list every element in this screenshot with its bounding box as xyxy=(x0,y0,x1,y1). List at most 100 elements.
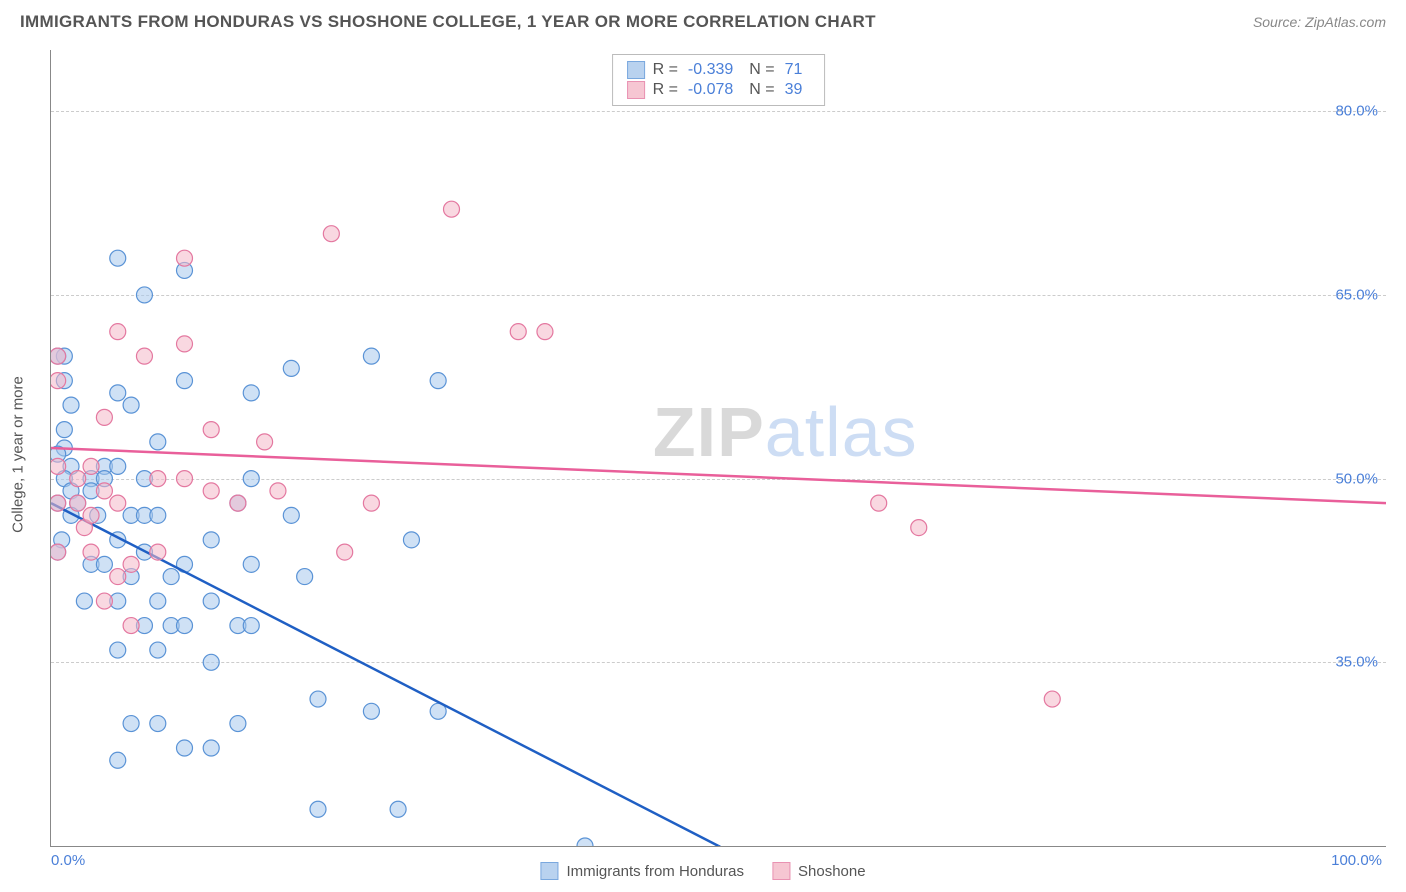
data-point-honduras xyxy=(430,373,446,389)
data-point-honduras xyxy=(203,532,219,548)
source-credit: Source: ZipAtlas.com xyxy=(1253,14,1386,30)
data-point-honduras xyxy=(123,397,139,413)
legend-label-honduras: Immigrants from Honduras xyxy=(566,863,744,880)
data-point-honduras xyxy=(577,838,593,846)
data-point-shoshone xyxy=(270,483,286,499)
legend-stats-box: R =-0.339N =71R =-0.078N =39 xyxy=(612,54,826,106)
legend-item-shoshone[interactable]: Shoshone xyxy=(772,862,866,880)
data-point-shoshone xyxy=(444,201,460,217)
data-point-shoshone xyxy=(110,324,126,340)
data-point-shoshone xyxy=(363,495,379,511)
data-point-shoshone xyxy=(337,544,353,560)
data-point-shoshone xyxy=(203,483,219,499)
data-point-honduras xyxy=(150,642,166,658)
legend-r-label: R = xyxy=(653,81,678,99)
data-point-honduras xyxy=(243,385,259,401)
data-point-honduras xyxy=(230,716,246,732)
legend-n-value-shoshone: 39 xyxy=(785,81,803,99)
legend-n-value-honduras: 71 xyxy=(785,61,803,79)
data-point-shoshone xyxy=(871,495,887,511)
source-prefix: Source: xyxy=(1253,14,1305,30)
source-link[interactable]: ZipAtlas.com xyxy=(1305,14,1386,30)
data-point-shoshone xyxy=(123,556,139,572)
data-point-shoshone xyxy=(257,434,273,450)
legend-stat-row-honduras: R = -0.339 N = 71 xyxy=(627,61,811,79)
data-point-honduras xyxy=(403,532,419,548)
legend-n-label: N = xyxy=(749,61,774,79)
legend-swatch-honduras xyxy=(627,61,645,79)
data-point-shoshone xyxy=(51,373,66,389)
data-point-honduras xyxy=(110,642,126,658)
data-point-shoshone xyxy=(230,495,246,511)
data-point-honduras xyxy=(203,740,219,756)
data-point-honduras xyxy=(177,740,193,756)
data-point-honduras xyxy=(203,654,219,670)
data-point-honduras xyxy=(310,691,326,707)
data-point-shoshone xyxy=(911,520,927,536)
chart-plot-area: R =-0.339N =71R =-0.078N =39 ZIPatlas 35… xyxy=(50,50,1386,847)
legend-swatch-shoshone xyxy=(627,81,645,99)
data-point-honduras xyxy=(177,618,193,634)
legend-item-honduras[interactable]: Immigrants from Honduras xyxy=(540,862,744,880)
data-point-honduras xyxy=(123,716,139,732)
data-point-shoshone xyxy=(136,348,152,364)
data-point-shoshone xyxy=(51,544,66,560)
legend-r-value-shoshone: -0.078 xyxy=(688,81,733,99)
data-point-shoshone xyxy=(537,324,553,340)
chart-title: IMMIGRANTS FROM HONDURAS VS SHOSHONE COL… xyxy=(20,12,876,32)
legend-series: Immigrants from Honduras Shoshone xyxy=(540,862,865,880)
data-point-honduras xyxy=(110,458,126,474)
data-point-honduras xyxy=(110,752,126,768)
data-point-honduras xyxy=(63,397,79,413)
data-point-honduras xyxy=(150,593,166,609)
x-tick-label: 0.0% xyxy=(51,852,85,869)
data-point-shoshone xyxy=(70,471,86,487)
data-point-honduras xyxy=(283,507,299,523)
legend-swatch-shoshone xyxy=(772,862,790,880)
data-point-honduras xyxy=(110,250,126,266)
data-point-shoshone xyxy=(70,495,86,511)
legend-r-value-honduras: -0.339 xyxy=(688,61,733,79)
data-point-honduras xyxy=(110,385,126,401)
data-point-shoshone xyxy=(51,348,66,364)
data-point-honduras xyxy=(297,569,313,585)
data-point-shoshone xyxy=(96,593,112,609)
data-point-honduras xyxy=(203,593,219,609)
data-point-shoshone xyxy=(203,422,219,438)
data-point-shoshone xyxy=(323,226,339,242)
data-point-honduras xyxy=(363,703,379,719)
data-point-shoshone xyxy=(510,324,526,340)
data-point-honduras xyxy=(243,556,259,572)
x-tick-label: 100.0% xyxy=(1331,852,1382,869)
data-point-shoshone xyxy=(110,569,126,585)
data-point-shoshone xyxy=(110,495,126,511)
legend-swatch-honduras xyxy=(540,862,558,880)
data-point-shoshone xyxy=(51,458,66,474)
data-point-honduras xyxy=(363,348,379,364)
data-point-honduras xyxy=(150,434,166,450)
data-point-honduras xyxy=(243,618,259,634)
data-point-shoshone xyxy=(83,544,99,560)
data-point-shoshone xyxy=(1044,691,1060,707)
data-point-honduras xyxy=(136,287,152,303)
data-point-shoshone xyxy=(123,618,139,634)
data-point-shoshone xyxy=(96,409,112,425)
data-point-honduras xyxy=(56,422,72,438)
legend-r-label: R = xyxy=(653,61,678,79)
data-point-shoshone xyxy=(51,495,66,511)
data-point-honduras xyxy=(390,801,406,817)
data-point-shoshone xyxy=(96,483,112,499)
scatter-svg xyxy=(51,50,1386,846)
data-point-honduras xyxy=(243,471,259,487)
data-point-honduras xyxy=(96,556,112,572)
data-point-shoshone xyxy=(177,336,193,352)
data-point-shoshone xyxy=(177,250,193,266)
data-point-shoshone xyxy=(83,507,99,523)
data-point-honduras xyxy=(310,801,326,817)
data-point-honduras xyxy=(177,373,193,389)
legend-stat-row-shoshone: R =-0.078N =39 xyxy=(627,81,811,99)
data-point-shoshone xyxy=(83,458,99,474)
data-point-shoshone xyxy=(150,471,166,487)
data-point-honduras xyxy=(163,569,179,585)
data-point-honduras xyxy=(76,593,92,609)
